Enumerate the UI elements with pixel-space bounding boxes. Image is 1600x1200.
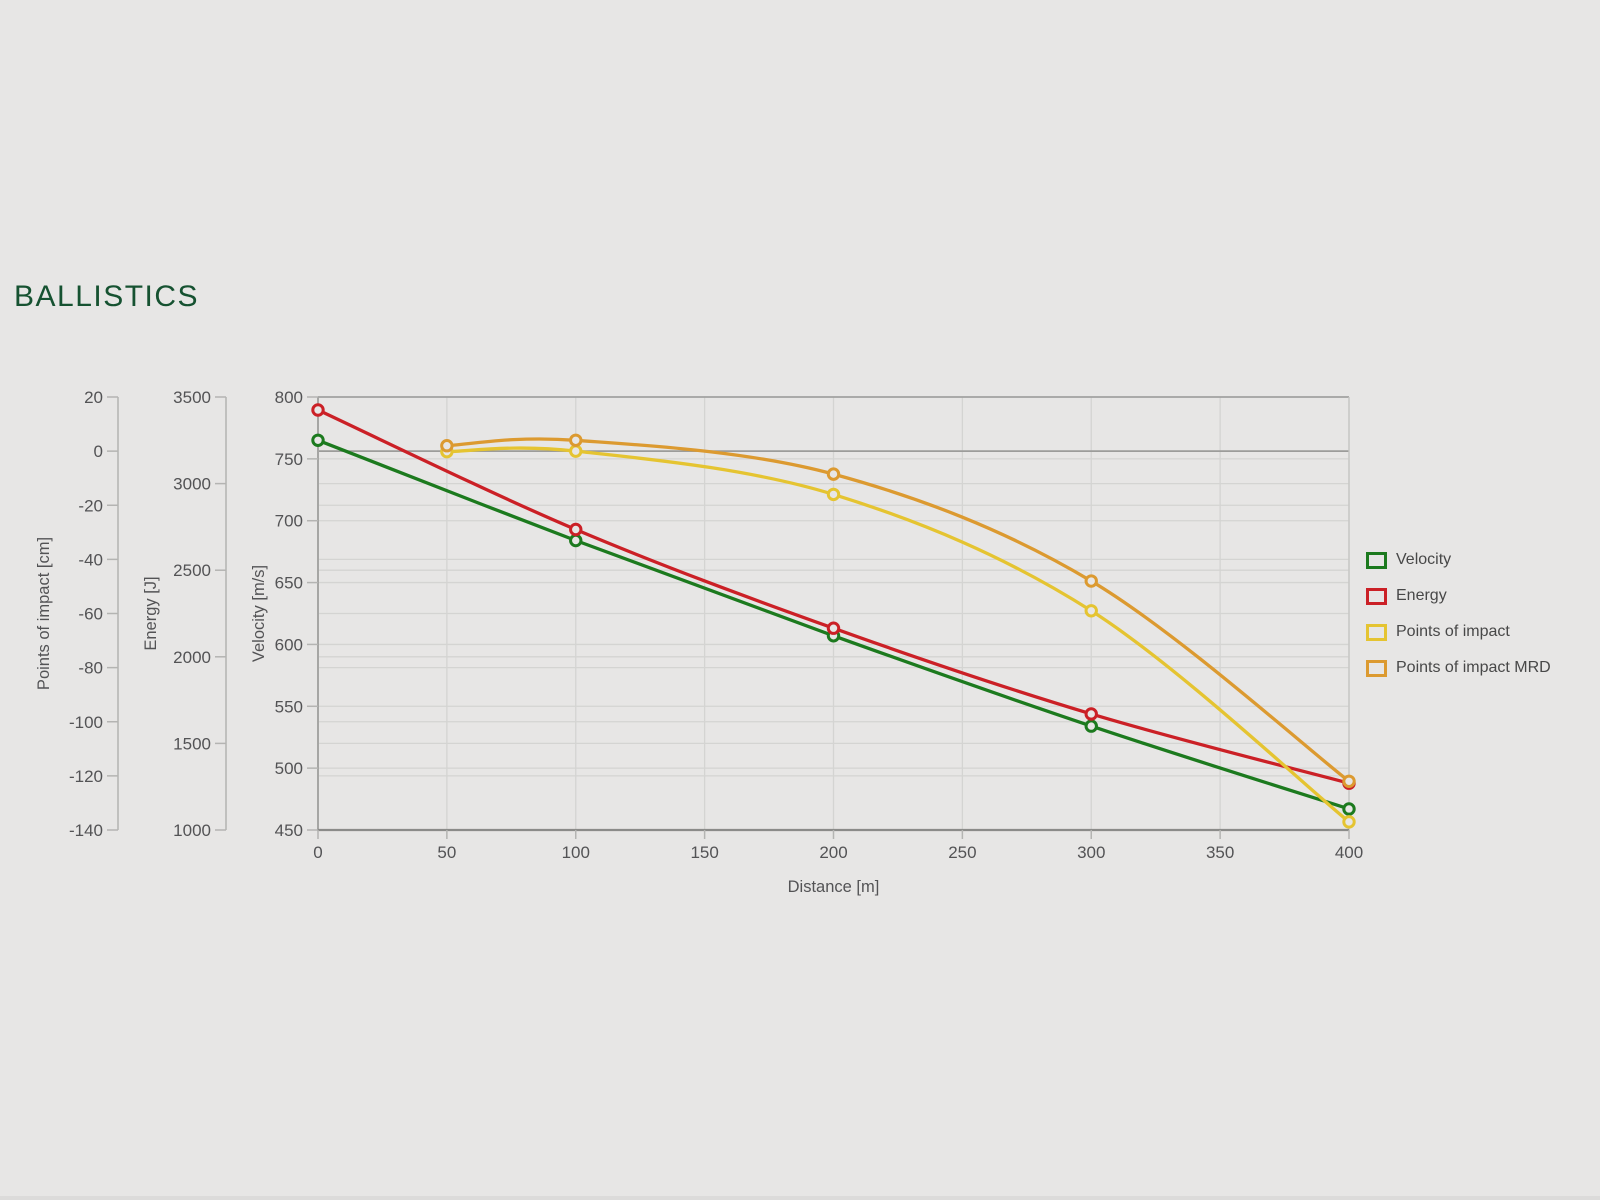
tick-label-velocity: 800 bbox=[275, 388, 303, 407]
series-points-of-impact bbox=[440, 444, 1356, 829]
legend-item-energy: Energy bbox=[1366, 587, 1551, 605]
points-of-impact-mrd-marker bbox=[569, 433, 583, 447]
y-axis-title-poi: Points of impact [cm] bbox=[35, 537, 53, 690]
x-axis-title: Distance [m] bbox=[788, 878, 880, 896]
velocity-marker bbox=[1342, 802, 1356, 816]
points-of-impact-mrd-line bbox=[445, 437, 1351, 783]
tick-label-velocity: 550 bbox=[275, 697, 303, 716]
legend-item-points-of-impact-mrd: Points of impact MRD bbox=[1366, 659, 1551, 677]
tick-label-velocity: 500 bbox=[275, 759, 303, 778]
points-of-impact-swatch bbox=[1366, 623, 1387, 641]
tick-label-energy: 2500 bbox=[173, 561, 211, 580]
tick-label-poi: -80 bbox=[78, 659, 103, 678]
x-tick-label: 200 bbox=[819, 843, 847, 862]
x-tick-label: 50 bbox=[437, 843, 456, 862]
energy-swatch bbox=[1366, 587, 1387, 605]
y-axis-velocity: 800 750 700 650 600 550 500 450 Velocity [m/s] bbox=[250, 388, 318, 840]
tick-label-poi: -20 bbox=[78, 496, 103, 515]
velocity-marker bbox=[311, 433, 325, 447]
window-bottom-edge bbox=[0, 1196, 1600, 1200]
tick-label-poi: -140 bbox=[69, 821, 103, 840]
legend-label-velocity: Velocity bbox=[1396, 551, 1452, 568]
points-of-impact-mrd-marker bbox=[826, 467, 841, 481]
points-of-impact-marker bbox=[569, 444, 583, 458]
tick-label-poi: -120 bbox=[69, 767, 103, 786]
tick-label-poi: -60 bbox=[78, 605, 103, 624]
tick-label-velocity: 700 bbox=[275, 512, 303, 531]
tick-label-velocity: 450 bbox=[275, 821, 303, 840]
x-tick-label: 0 bbox=[313, 843, 322, 862]
x-tick-label: 400 bbox=[1335, 843, 1363, 862]
x-tick-label: 300 bbox=[1077, 843, 1105, 862]
legend-label-points-of-impact-mrd: Points of impact MRD bbox=[1396, 659, 1551, 676]
chart-legend: Velocity Energy Points of impact Points … bbox=[1366, 551, 1551, 677]
tick-label-energy: 2000 bbox=[173, 648, 211, 667]
points-of-impact-mrd-marker bbox=[1084, 574, 1098, 588]
tick-label-velocity: 750 bbox=[275, 450, 303, 469]
y-axis-energy: 3500 3000 2500 2000 1500 1000 Energy [J] bbox=[142, 388, 227, 840]
tick-label-energy: 1000 bbox=[173, 821, 211, 840]
tick-label-poi: 0 bbox=[94, 442, 103, 461]
legend-item-points-of-impact: Points of impact bbox=[1366, 623, 1551, 641]
series-energy bbox=[311, 403, 1356, 790]
tick-label-poi: -40 bbox=[78, 550, 103, 569]
tick-label-energy: 3000 bbox=[173, 475, 211, 494]
tick-label-poi: -100 bbox=[69, 713, 103, 732]
y-axis-poi: 20 0 -20 -40 -60 -80 -100 -120 -140 Points of imp… bbox=[35, 388, 119, 840]
points-of-impact-mrd-marker bbox=[440, 439, 454, 453]
x-tick-label: 100 bbox=[562, 843, 590, 862]
tick-label-poi: 20 bbox=[84, 388, 103, 407]
legend-item-velocity: Velocity bbox=[1366, 551, 1551, 569]
energy-marker bbox=[1084, 707, 1098, 721]
points-of-impact-mrd-marker bbox=[1342, 774, 1356, 788]
velocity-swatch bbox=[1366, 551, 1387, 569]
tick-label-energy: 1500 bbox=[173, 734, 211, 753]
x-axis: 0 50 100 150 200 250 300 350 400 Distance [m] bbox=[313, 830, 1363, 896]
legend-label-energy: Energy bbox=[1396, 587, 1447, 604]
page-title: BALLISTICS bbox=[14, 280, 200, 313]
tick-label-velocity: 600 bbox=[275, 635, 303, 654]
y-gridlines bbox=[318, 450, 1349, 777]
points-of-impact-marker bbox=[1342, 815, 1356, 829]
y-axis-title-velocity: Velocity [m/s] bbox=[250, 565, 268, 662]
tick-label-velocity: 650 bbox=[275, 574, 303, 593]
velocity-marker bbox=[569, 533, 583, 548]
tick-label-energy: 3500 bbox=[173, 388, 211, 407]
legend-label-points-of-impact: Points of impact bbox=[1396, 623, 1510, 640]
series-points-of-impact-mrd bbox=[440, 433, 1356, 788]
x-tick-label: 250 bbox=[948, 843, 976, 862]
points-of-impact-line bbox=[445, 446, 1351, 824]
y-axis-title-energy: Energy [J] bbox=[142, 576, 160, 650]
points-of-impact-marker bbox=[826, 487, 841, 502]
energy-marker bbox=[311, 403, 325, 417]
energy-marker bbox=[569, 522, 583, 537]
points-of-impact-marker bbox=[1084, 604, 1098, 618]
x-tick-label: 150 bbox=[690, 843, 718, 862]
points-of-impact-mrd-swatch bbox=[1366, 659, 1387, 677]
energy-marker bbox=[826, 621, 841, 635]
velocity-marker bbox=[1084, 719, 1098, 733]
x-tick-label: 350 bbox=[1206, 843, 1234, 862]
